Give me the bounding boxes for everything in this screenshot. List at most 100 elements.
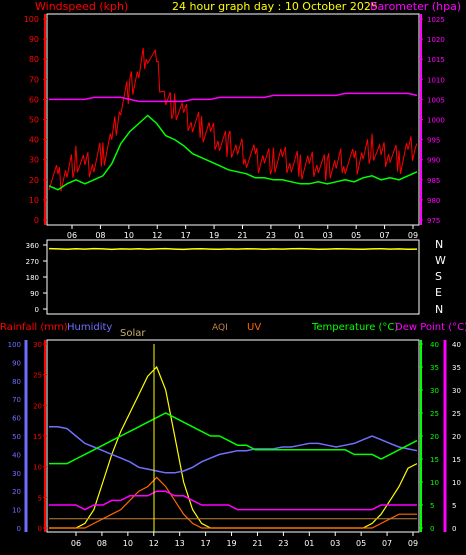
wind-xtick-label: 23 bbox=[266, 231, 276, 240]
barometer-ytick-label: 995 bbox=[427, 137, 440, 145]
wind-xtick-label: 19 bbox=[209, 231, 219, 240]
direction-ytick-label: 360 bbox=[26, 242, 39, 250]
wind-xtick-label: 01 bbox=[294, 231, 304, 240]
bottom-xtick-label: 01 bbox=[304, 539, 314, 548]
rainfall-header: Rainfall (mm) bbox=[0, 322, 68, 333]
barometer-ytick-label: 990 bbox=[427, 157, 440, 165]
bottom-xtick-label: 12 bbox=[149, 539, 159, 548]
temp-ytick-label-outer: 30 bbox=[452, 387, 461, 395]
humidity-ytick-label: 0 bbox=[17, 525, 21, 533]
temp-ytick-label: 10 bbox=[430, 479, 439, 487]
barometer-ytick-label: 1015 bbox=[427, 56, 445, 64]
wind-ytick-label: 0 bbox=[34, 216, 39, 225]
wind-ytick-label: 10 bbox=[29, 196, 39, 205]
temp-ytick-label-outer: 0 bbox=[452, 525, 456, 533]
direction-ytick-label: 180 bbox=[26, 274, 39, 282]
aqi-header: AQI bbox=[212, 323, 228, 333]
wind-xtick-label: 10 bbox=[124, 231, 134, 240]
temp-ytick-label: 5 bbox=[430, 502, 434, 510]
temp-ytick-label: 35 bbox=[430, 364, 439, 372]
wind-xtick-label: 08 bbox=[95, 231, 105, 240]
direction-label-e: E bbox=[435, 286, 442, 299]
wind-xtick-label: 03 bbox=[323, 231, 333, 240]
barometer-ytick-label: 980 bbox=[427, 197, 440, 205]
wind-xtick-label: 06 bbox=[67, 231, 77, 240]
humidity-ytick-label: 90 bbox=[12, 359, 21, 367]
barometer-ytick-label: 975 bbox=[427, 217, 440, 225]
temp-ytick-label: 0 bbox=[430, 525, 434, 533]
humidity-line bbox=[49, 426, 418, 474]
barometer-ytick-label: 1000 bbox=[427, 117, 445, 125]
bottom-xtick-label: 09 bbox=[408, 539, 418, 548]
temp-ytick-label: 15 bbox=[430, 456, 439, 464]
bottom-xtick-label: 05 bbox=[356, 539, 366, 548]
humidity-header: Humidity bbox=[67, 322, 112, 333]
humidity-ytick-label: 50 bbox=[12, 433, 21, 441]
wind-panel-frame bbox=[46, 13, 420, 226]
wind-ytick-label: 50 bbox=[29, 116, 39, 125]
temp-ytick-label-outer: 5 bbox=[452, 502, 456, 510]
humidity-ytick-label: 20 bbox=[12, 488, 21, 496]
wind-ytick-label: 80 bbox=[29, 55, 39, 64]
barometer-ytick-label: 1005 bbox=[427, 96, 445, 104]
wind-xtick-label: 21 bbox=[237, 231, 247, 240]
humidity-ytick-label: 60 bbox=[12, 415, 21, 423]
bottom-xtick-label: 06 bbox=[71, 539, 81, 548]
bottom-xtick-label: 17 bbox=[201, 539, 211, 548]
wind-xtick-label: 09 bbox=[408, 231, 418, 240]
barometer-ytick-label: 985 bbox=[427, 177, 440, 185]
direction-label-n-bottom: N bbox=[435, 303, 443, 316]
rain-ytick-label: 20 bbox=[33, 402, 42, 410]
direction-panel-frame bbox=[46, 239, 420, 315]
rain-ytick-label: 10 bbox=[33, 464, 42, 472]
bottom-xtick-label: 03 bbox=[330, 539, 340, 548]
bottom-xtick-label: 10 bbox=[123, 539, 133, 548]
wind-ytick-label: 30 bbox=[29, 156, 39, 165]
wind-ytick-label: 90 bbox=[29, 35, 39, 44]
barometer-ytick-label: 1020 bbox=[427, 36, 445, 44]
graph-title: 24 hour graph day : 10 October 2025 bbox=[172, 0, 378, 13]
rain-ytick-label: 0 bbox=[38, 525, 42, 533]
humidity-ytick-label: 40 bbox=[12, 451, 21, 459]
temp-ytick-label-outer: 20 bbox=[452, 433, 461, 441]
barometer-line bbox=[49, 92, 418, 103]
windspeed-header: Windspeed (kph) bbox=[35, 0, 128, 13]
temperature-line bbox=[49, 412, 418, 465]
humidity-ytick-label: 30 bbox=[12, 470, 21, 478]
temp-ytick-label-outer: 10 bbox=[452, 479, 461, 487]
windspeed-gust-line bbox=[48, 48, 418, 192]
uv-header: UV bbox=[247, 322, 261, 333]
direction-label-s: S bbox=[435, 270, 442, 283]
rain-ytick-label: 15 bbox=[33, 433, 42, 441]
rain-ytick-label: 5 bbox=[38, 494, 42, 502]
humidity-ytick-label: 70 bbox=[12, 396, 21, 404]
wind-ytick-label: 40 bbox=[29, 136, 39, 145]
wind-xtick-label: 17 bbox=[181, 231, 191, 240]
temp-ytick-label-outer: 40 bbox=[452, 341, 461, 349]
wind-xtick-label: 07 bbox=[379, 231, 389, 240]
humidity-ytick-label: 10 bbox=[12, 507, 21, 515]
humidity-ytick-label: 80 bbox=[12, 378, 21, 386]
direction-label-n-top: N bbox=[435, 238, 443, 251]
windspeed-average-line bbox=[48, 114, 418, 191]
barometer-ytick-label: 1010 bbox=[427, 76, 445, 84]
wind-xtick-label: 12 bbox=[152, 231, 162, 240]
dewpoint-line bbox=[49, 490, 417, 511]
wind-ytick-label: 60 bbox=[29, 95, 39, 104]
temp-ytick-label: 30 bbox=[430, 387, 439, 395]
direction-ytick-label: 90 bbox=[30, 290, 39, 298]
bottom-panel-frame bbox=[46, 339, 420, 533]
bottom-xtick-label: 13 bbox=[175, 539, 185, 548]
bottom-xtick-label: 19 bbox=[226, 539, 236, 548]
temp-ytick-label-outer: 35 bbox=[452, 364, 461, 372]
rain-ytick-label: 25 bbox=[33, 372, 42, 380]
wind-ytick-label: 70 bbox=[29, 75, 39, 84]
bottom-xtick-label: 07 bbox=[382, 539, 392, 548]
bottom-xtick-label: 08 bbox=[97, 539, 107, 548]
temp-ytick-label-outer: 15 bbox=[452, 456, 461, 464]
direction-ytick-label: 270 bbox=[26, 258, 39, 266]
dewpoint-header: Dew Point (°C) bbox=[395, 322, 466, 333]
temp-ytick-label: 20 bbox=[430, 433, 439, 441]
direction-ytick-label: 0 bbox=[35, 306, 39, 314]
wind-direction-line bbox=[48, 247, 418, 251]
